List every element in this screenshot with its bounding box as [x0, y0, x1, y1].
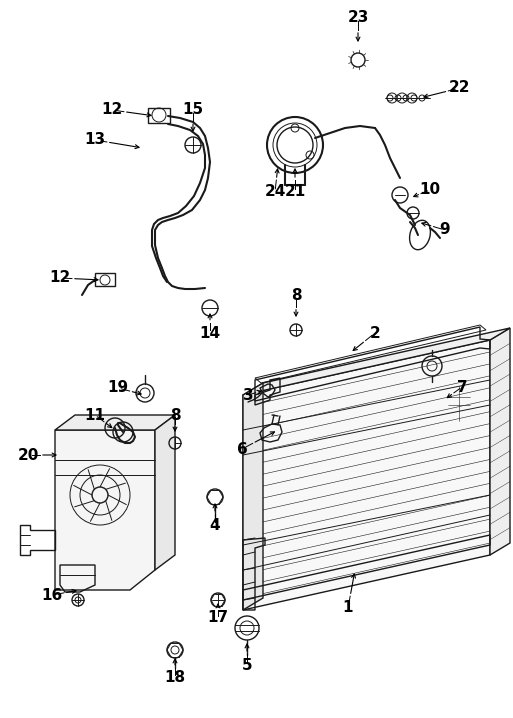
Text: 3: 3 [243, 388, 253, 403]
Polygon shape [243, 328, 510, 395]
Text: 24: 24 [264, 185, 286, 200]
Polygon shape [155, 415, 175, 570]
Polygon shape [243, 340, 490, 610]
Text: 8: 8 [170, 408, 180, 422]
Bar [448, 386, 470, 421]
Text: 22: 22 [449, 80, 471, 95]
Polygon shape [243, 383, 263, 610]
Text: 15: 15 [183, 103, 204, 118]
Bar [148, 108, 170, 123]
Text: 10: 10 [420, 182, 441, 197]
Text: 2: 2 [370, 325, 380, 340]
Text: 7: 7 [457, 380, 467, 394]
Text: 5: 5 [242, 658, 252, 673]
Text: 19: 19 [107, 381, 129, 396]
Polygon shape [55, 430, 155, 590]
Text: 23: 23 [347, 11, 369, 26]
Text: 9: 9 [440, 223, 450, 238]
Text: 12: 12 [49, 271, 71, 286]
Text: 12: 12 [102, 103, 123, 118]
Text: 17: 17 [207, 610, 229, 625]
Text: 13: 13 [85, 133, 106, 147]
Text: 4: 4 [210, 518, 220, 533]
Bar [95, 273, 115, 286]
Text: 18: 18 [165, 671, 186, 686]
Polygon shape [490, 328, 510, 555]
Text: 14: 14 [200, 325, 221, 340]
Text: 11: 11 [85, 408, 106, 422]
Polygon shape [55, 415, 175, 430]
Text: 8: 8 [291, 289, 301, 304]
Text: 21: 21 [284, 185, 306, 200]
Text: 16: 16 [42, 587, 63, 602]
Text: 1: 1 [343, 600, 353, 615]
Text: 6: 6 [236, 442, 247, 457]
Text: 20: 20 [17, 447, 38, 462]
